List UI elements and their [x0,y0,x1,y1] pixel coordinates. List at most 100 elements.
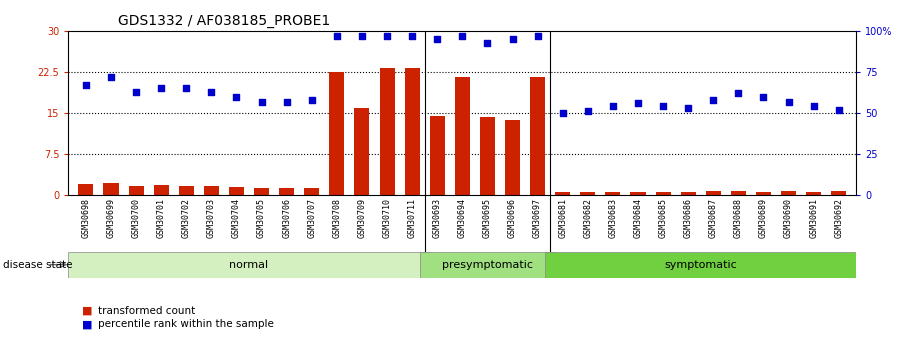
Point [681,105,695,111]
Bar [229,187,244,195]
Text: GSM30681: GSM30681 [558,198,568,238]
Bar [179,186,194,195]
Point [204,89,219,95]
Bar [455,78,470,195]
Point [580,109,595,114]
Text: ■: ■ [82,306,93,315]
Text: GSM30702: GSM30702 [182,198,190,238]
Bar [656,192,670,195]
Point [506,37,520,42]
Bar [681,192,696,195]
Bar [128,186,144,195]
Text: GSM30709: GSM30709 [357,198,366,238]
Text: transformed count: transformed count [98,306,196,315]
Point [304,97,319,103]
Bar [505,120,520,195]
Text: GSM30708: GSM30708 [333,198,342,238]
Text: GSM30688: GSM30688 [734,198,742,238]
Text: GSM30686: GSM30686 [683,198,692,238]
Text: GSM30695: GSM30695 [483,198,492,238]
Bar [68,252,430,278]
Text: GSM30691: GSM30691 [809,198,818,238]
Point [732,90,746,96]
Bar [380,68,394,195]
Bar [606,192,620,195]
Point [78,82,93,88]
Point [354,33,369,39]
Text: GSM30711: GSM30711 [407,198,416,238]
Text: GSM30710: GSM30710 [383,198,392,238]
Point [756,94,771,99]
Bar [731,190,746,195]
Text: GDS1332 / AF038185_PROBE1: GDS1332 / AF038185_PROBE1 [118,14,331,28]
Bar [630,192,646,195]
Text: ■: ■ [82,319,93,329]
Bar [204,186,219,195]
Point [806,104,821,109]
Bar [304,188,319,195]
Text: GSM30697: GSM30697 [533,198,542,238]
Text: GSM30707: GSM30707 [307,198,316,238]
Point [630,100,645,106]
Point [706,97,721,103]
Text: GSM30693: GSM30693 [433,198,442,238]
Bar [706,191,721,195]
Text: symptomatic: symptomatic [664,260,737,270]
Bar [580,192,596,195]
Point [230,94,244,99]
Point [179,86,193,91]
Text: GSM30699: GSM30699 [107,198,116,238]
Point [128,89,143,95]
Text: GSM30705: GSM30705 [257,198,266,238]
Point [530,33,545,39]
Point [606,104,620,109]
Text: GSM30685: GSM30685 [659,198,668,238]
Bar [545,252,856,278]
Bar [831,190,846,195]
Point [556,110,570,116]
Bar [104,183,118,195]
Point [656,104,670,109]
Text: GSM30683: GSM30683 [609,198,618,238]
Text: GSM30687: GSM30687 [709,198,718,238]
Text: GSM30700: GSM30700 [131,198,140,238]
Point [254,99,269,104]
Bar [78,184,94,195]
Point [455,33,470,39]
Bar [806,192,821,195]
Point [782,99,796,104]
Bar [354,108,370,195]
Text: GSM30689: GSM30689 [759,198,768,238]
Text: GSM30704: GSM30704 [232,198,241,238]
Bar [329,72,344,195]
Point [154,86,169,91]
Point [280,99,294,104]
Point [480,40,495,45]
Text: GSM30684: GSM30684 [633,198,642,238]
Point [104,74,118,80]
Bar [781,191,796,195]
Text: GSM30694: GSM30694 [458,198,466,238]
Point [380,33,394,39]
Bar [279,188,294,195]
Text: GSM30698: GSM30698 [81,198,90,238]
Text: GSM30703: GSM30703 [207,198,216,238]
Point [404,33,419,39]
Bar [154,185,169,195]
Text: normal: normal [230,260,269,270]
Text: percentile rank within the sample: percentile rank within the sample [98,319,274,329]
Text: GSM30701: GSM30701 [157,198,166,238]
Bar [756,192,771,195]
Text: GSM30682: GSM30682 [583,198,592,238]
Bar [480,117,495,195]
Point [832,107,846,112]
Text: GSM30690: GSM30690 [784,198,793,238]
Bar [555,192,570,195]
Bar [530,78,545,195]
Text: GSM30692: GSM30692 [834,198,844,238]
Bar [404,68,420,195]
Text: GSM30696: GSM30696 [508,198,517,238]
Point [430,37,445,42]
Text: disease state: disease state [3,260,72,270]
Bar [254,188,269,195]
